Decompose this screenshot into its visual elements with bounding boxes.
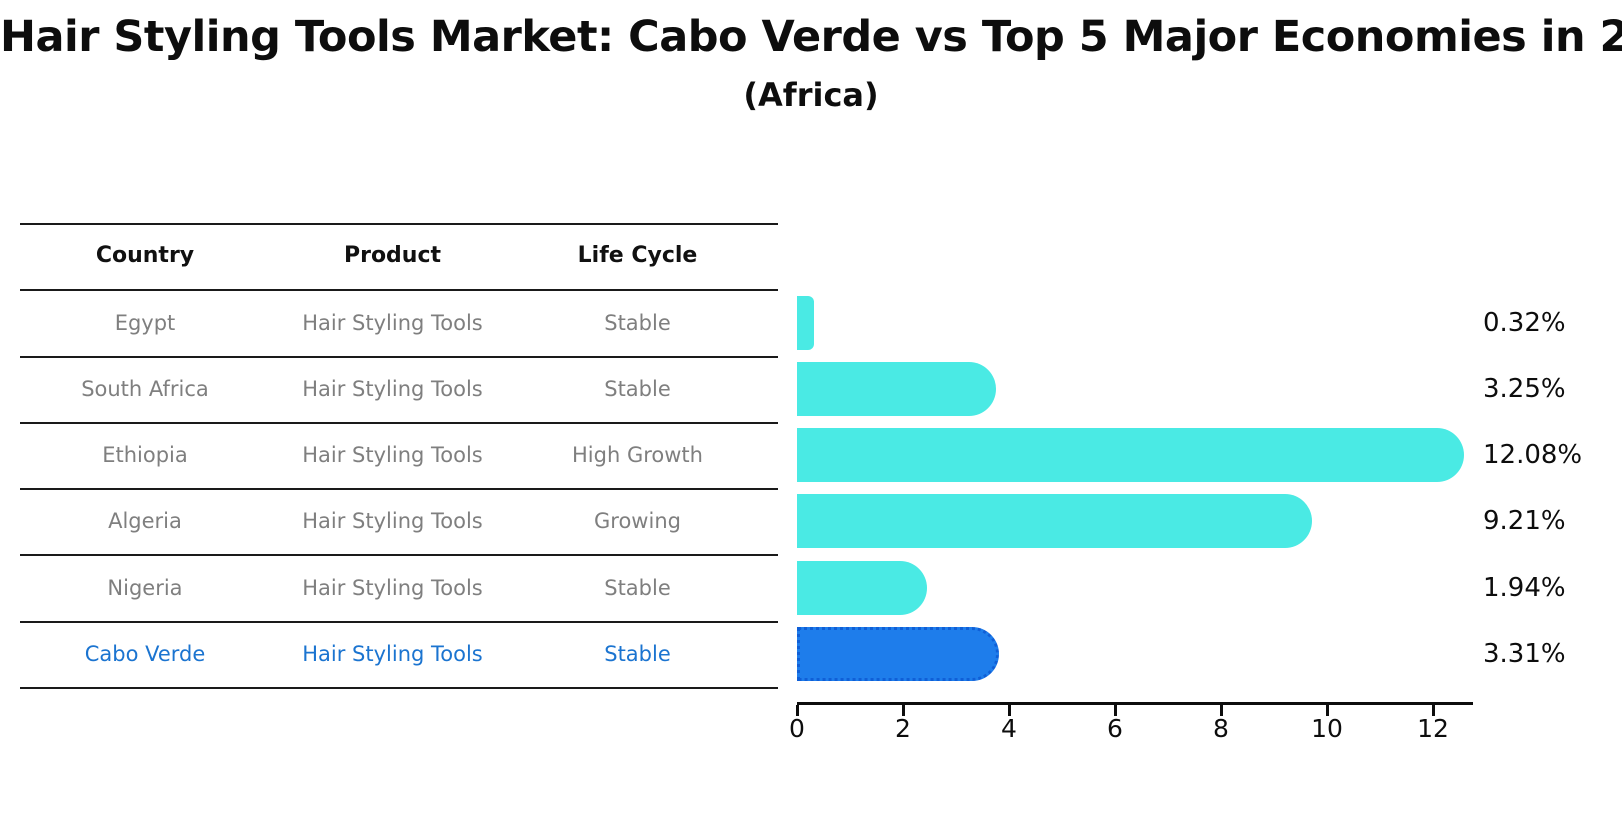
country-cell: South Africa xyxy=(81,377,209,401)
x-axis-tick xyxy=(902,705,905,716)
x-axis-tick xyxy=(1220,705,1223,716)
chart-title: Hair Styling Tools Market: Cabo Verde vs… xyxy=(0,12,1622,62)
table-header-product: Product xyxy=(343,243,442,268)
table-rule-line xyxy=(20,488,778,490)
value-label-cabo-verde: 3.31% xyxy=(1483,639,1566,669)
value-label-ethiopia: 12.08% xyxy=(1483,440,1583,470)
life-cycle-cell: Stable xyxy=(604,575,671,600)
table-header-country: Country xyxy=(95,243,195,268)
bar-egypt xyxy=(797,295,814,350)
table-row-south-africa: South Africa Hair Styling Tools Stable xyxy=(20,373,778,405)
product-cell: Hair Styling Tools xyxy=(302,310,483,335)
x-axis-tick xyxy=(1326,705,1329,716)
product-cell: Hair Styling Tools xyxy=(302,377,483,401)
country-cell: Nigeria xyxy=(107,575,183,600)
table-header-row: Country Product Life Cycle xyxy=(20,240,778,272)
x-axis-line xyxy=(797,702,1473,705)
life-cycle-cell: Growing xyxy=(594,509,681,533)
table-header-life-cycle: Life Cycle xyxy=(577,243,698,268)
life-cycle-cell: Stable xyxy=(604,642,671,666)
x-axis-tick-label: 10 xyxy=(1311,714,1343,743)
x-axis-tick-label: 12 xyxy=(1417,714,1449,743)
table-row-cabo-verde: Cabo Verde Hair Styling Tools Stable xyxy=(20,638,778,670)
table-row-nigeria: Nigeria Hair Styling Tools Stable xyxy=(20,572,778,604)
country-cell: Algeria xyxy=(108,509,182,533)
product-cell: Hair Styling Tools xyxy=(302,642,483,666)
x-axis-tick-label: 0 xyxy=(789,714,805,743)
life-cycle-cell: Stable xyxy=(604,377,671,401)
bar-ethiopia xyxy=(797,428,1465,482)
bar-algeria xyxy=(797,494,1313,548)
table-row-egypt: Egypt Hair Styling Tools Stable xyxy=(20,307,778,339)
chart-subtitle: (Africa) xyxy=(743,76,879,114)
x-axis-tick xyxy=(1114,705,1117,716)
table-rule-line xyxy=(20,621,778,623)
table-rule-line xyxy=(20,422,778,424)
bar-cabo-verde xyxy=(797,627,1000,681)
table-rule-line xyxy=(20,687,778,689)
value-label-algeria: 9.21% xyxy=(1483,506,1566,536)
country-cell: Egypt xyxy=(114,310,176,335)
bar-south-africa xyxy=(797,362,997,416)
value-label-egypt: 0.32% xyxy=(1483,307,1566,338)
table-rule-line xyxy=(20,356,778,358)
life-cycle-cell: Stable xyxy=(604,310,671,335)
bar-nigeria xyxy=(797,560,927,615)
product-cell: Hair Styling Tools xyxy=(302,509,483,533)
country-cell: Ethiopia xyxy=(102,443,188,467)
x-axis-tick-label: 6 xyxy=(1107,714,1123,743)
x-axis-tick xyxy=(1008,705,1011,716)
table-row-algeria: Algeria Hair Styling Tools Growing xyxy=(20,505,778,537)
table-rule-line xyxy=(20,289,778,291)
x-axis-tick-label: 8 xyxy=(1213,714,1229,743)
value-label-nigeria: 1.94% xyxy=(1483,572,1566,603)
x-axis-tick-label: 4 xyxy=(1001,714,1017,743)
life-cycle-cell: High Growth xyxy=(572,443,703,467)
table-row-ethiopia: Ethiopia Hair Styling Tools High Growth xyxy=(20,439,778,471)
table-rule-line xyxy=(20,223,778,225)
x-axis-tick xyxy=(796,705,799,716)
product-cell: Hair Styling Tools xyxy=(302,443,483,467)
table-rule-line xyxy=(20,554,778,556)
product-cell: Hair Styling Tools xyxy=(302,575,483,600)
country-cell: Cabo Verde xyxy=(84,642,206,666)
x-axis-tick xyxy=(1432,705,1435,716)
x-axis-tick-label: 2 xyxy=(895,714,911,743)
value-label-south-africa: 3.25% xyxy=(1483,374,1566,404)
